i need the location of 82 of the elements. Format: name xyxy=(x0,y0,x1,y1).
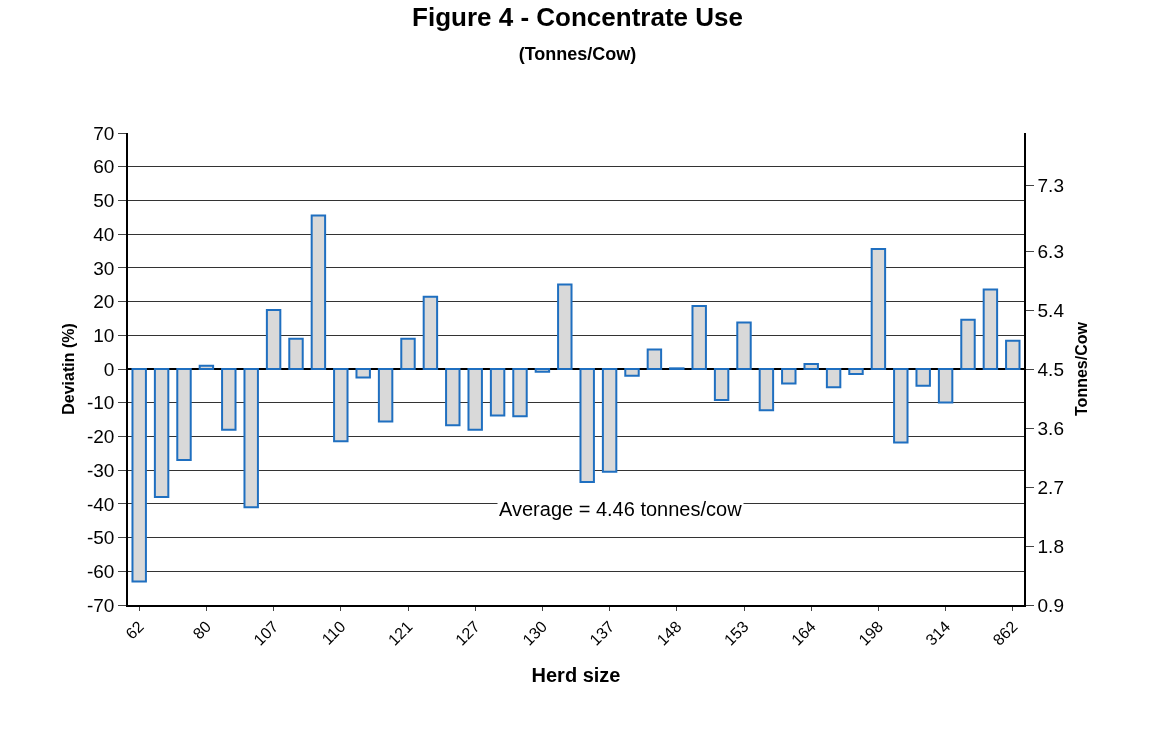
x-tick-label: 164 xyxy=(788,617,820,649)
bar xyxy=(646,348,663,370)
bar xyxy=(131,368,147,583)
x-axis-title: Herd size xyxy=(531,663,621,686)
x-tick-label: 130 xyxy=(519,617,551,649)
y2-tick-label: 5.4 xyxy=(1037,299,1065,321)
y-tick-label: 0 xyxy=(103,358,115,380)
bar xyxy=(579,368,595,483)
bar xyxy=(803,362,819,370)
bar xyxy=(265,309,282,370)
bar xyxy=(489,368,506,417)
y-tick-label: -70 xyxy=(86,594,115,616)
y-tick-label: 20 xyxy=(93,291,115,313)
y-tick-label: 60 xyxy=(93,156,115,178)
bar xyxy=(982,288,999,370)
x-tick-label: 62 xyxy=(122,617,148,643)
y-tick-label: 70 xyxy=(93,122,115,144)
bar xyxy=(601,368,618,473)
bar xyxy=(198,364,215,370)
y2-tick-label: 1.8 xyxy=(1037,535,1064,557)
bar xyxy=(691,304,707,370)
bar xyxy=(377,368,394,423)
bar xyxy=(557,283,573,370)
bar xyxy=(624,368,640,377)
x-tick-label: 153 xyxy=(720,617,752,649)
bar xyxy=(400,337,416,370)
bar xyxy=(333,368,349,443)
bar xyxy=(1005,339,1021,370)
bar xyxy=(176,368,192,462)
bar xyxy=(870,247,887,370)
bar xyxy=(937,368,954,404)
bar xyxy=(153,368,170,499)
bar xyxy=(758,368,775,412)
bar xyxy=(848,368,864,376)
bar xyxy=(915,368,931,387)
chart-title: Figure 4 - Concentrate Use xyxy=(412,2,743,33)
bar xyxy=(310,214,327,370)
bar xyxy=(893,368,909,444)
y-tick-label: 10 xyxy=(93,324,115,346)
x-tick-label: 80 xyxy=(189,617,215,643)
x-tick-label: 127 xyxy=(452,617,484,649)
x-tick-label: 862 xyxy=(989,617,1021,649)
bar xyxy=(467,368,483,431)
x-tick-label: 137 xyxy=(586,617,618,649)
bar xyxy=(713,368,730,402)
bar xyxy=(243,368,259,509)
chart-subtitle: (Tonnes/Cow) xyxy=(518,43,637,64)
y-tick-label: -50 xyxy=(86,527,115,549)
x-tick-label: 198 xyxy=(855,617,887,649)
y-axis-title: Deviatin (%) xyxy=(60,323,78,415)
bar xyxy=(736,321,752,370)
y-tick-label: -20 xyxy=(86,426,115,448)
y-tick-label: -10 xyxy=(86,392,115,414)
bar xyxy=(355,368,371,379)
bar xyxy=(221,368,237,431)
y2-tick-label: 7.3 xyxy=(1037,175,1064,197)
y-tick-label: 30 xyxy=(93,257,115,279)
y2-tick-label: 3.6 xyxy=(1037,417,1064,439)
bar xyxy=(445,368,461,427)
y-tick-label: -60 xyxy=(86,560,115,582)
bar xyxy=(422,295,439,370)
x-tick-label: 148 xyxy=(653,617,685,649)
x-tick-label: 121 xyxy=(384,617,416,649)
x-tick-label: 314 xyxy=(922,617,954,649)
y-tick-label: -30 xyxy=(86,459,115,481)
x-tick-label: 110 xyxy=(318,617,349,648)
x-tick-label: 107 xyxy=(250,617,282,649)
y-tick-label: 40 xyxy=(93,223,115,245)
bar xyxy=(288,337,304,370)
y2-tick-label: 6.3 xyxy=(1037,240,1064,262)
bar xyxy=(534,368,551,373)
y2-axis-title: Tonnes/Cow xyxy=(1072,321,1090,416)
y-tick-label: 50 xyxy=(93,190,115,212)
bar xyxy=(781,368,797,385)
bar xyxy=(960,318,976,370)
y2-tick-label: 2.7 xyxy=(1037,476,1064,498)
bar xyxy=(512,368,528,418)
bar xyxy=(825,368,842,389)
y-tick-label: -40 xyxy=(86,493,115,515)
annotation: Average = 4.46 tonnes/cow xyxy=(499,498,743,520)
y2-tick-label: 0.9 xyxy=(1037,594,1064,616)
y2-tick-label: 4.5 xyxy=(1037,358,1064,380)
